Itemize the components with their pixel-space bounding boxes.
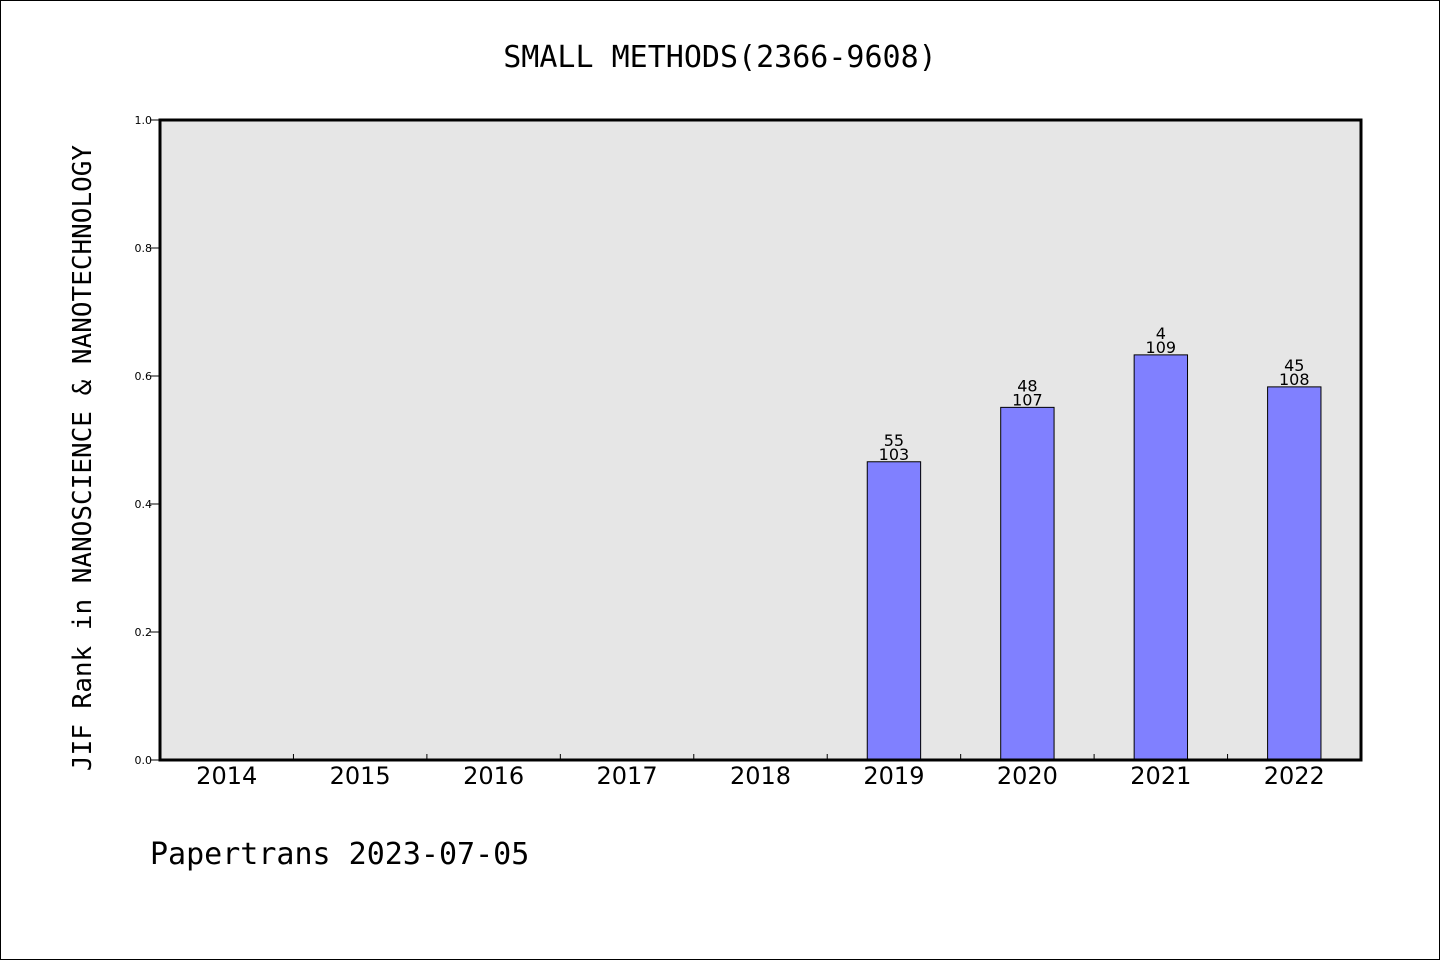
x-tick-label: 2016 <box>463 762 524 790</box>
x-tick-label: 2019 <box>863 762 924 790</box>
bar-total-label: 107 <box>1012 390 1043 409</box>
y-tick-label: 1.0 <box>135 114 153 127</box>
bar <box>1267 386 1322 761</box>
bar <box>1000 406 1055 761</box>
x-tick-label: 2020 <box>997 762 1058 790</box>
y-tick-label: 0.6 <box>135 370 153 383</box>
bar-rank-label: 55 <box>884 431 904 450</box>
bar <box>1133 354 1189 761</box>
chart-title: SMALL METHODS(2366-9608) <box>503 40 936 75</box>
x-tick-label: 2018 <box>730 762 791 790</box>
tick-group: 0.0 0.2 0.4 0.6 0.8 1.0 2014 2015 2016 2017 2018 20… <box>135 114 1325 790</box>
plot-frame <box>158 118 1363 762</box>
y-axis-label: JIF Rank in NANOSCIENCE & NANOTECHNOLOGY <box>68 145 98 771</box>
y-tick-label: 0.4 <box>135 498 153 511</box>
bar <box>866 461 922 761</box>
bar-rank-label: 45 <box>1284 356 1304 375</box>
bar-total-label: 109 <box>1146 338 1177 357</box>
x-tick-label: 2021 <box>1130 762 1191 790</box>
x-tick-label: 2015 <box>330 762 391 790</box>
x-tick-label: 2022 <box>1264 762 1325 790</box>
x-tick-label: 2017 <box>597 762 658 790</box>
y-tick-label: 0.2 <box>135 626 153 639</box>
y-tick-label: 0.0 <box>135 754 153 767</box>
y-tick-label: 0.8 <box>135 242 153 255</box>
x-tick-label: 2014 <box>196 762 257 790</box>
bar-rank-label: 48 <box>1017 376 1037 395</box>
footer-text: Papertrans 2023-07-05 <box>150 837 529 872</box>
bar-rank-label: 4 <box>1156 324 1166 343</box>
bar-total-label: 103 <box>879 445 910 464</box>
bar-total-label: 108 <box>1279 370 1310 389</box>
